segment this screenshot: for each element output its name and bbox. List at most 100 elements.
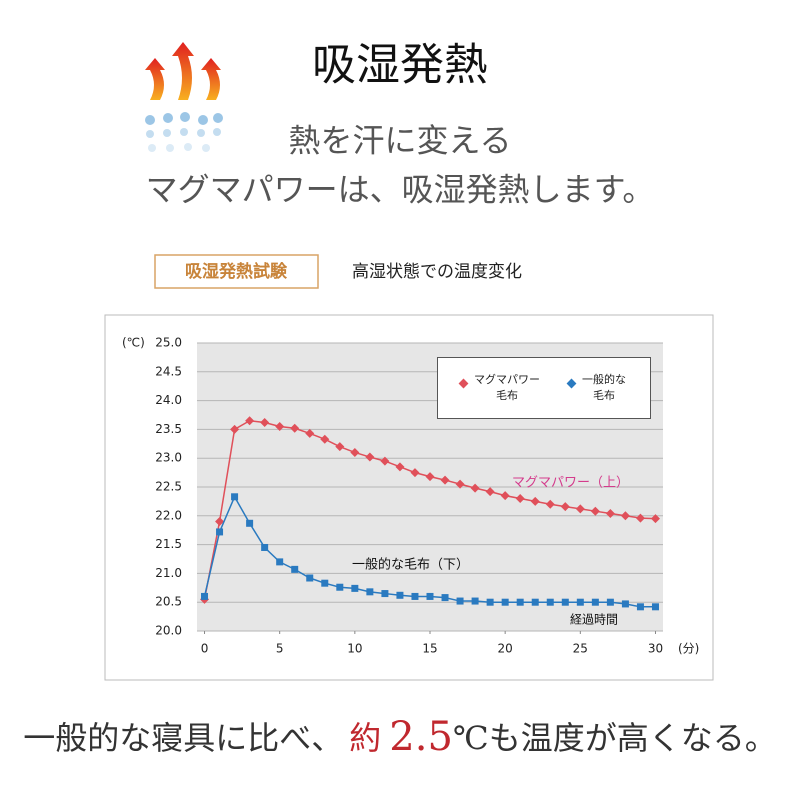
marker <box>546 598 554 606</box>
y-tick-label: 20.0 <box>155 624 182 638</box>
marker <box>201 592 209 600</box>
marker <box>515 494 525 504</box>
footer-text: 一般的な寝具に比べ、 <box>23 719 343 757</box>
marker <box>425 472 435 482</box>
x-tick-label: 0 <box>201 642 209 656</box>
footer-text: ℃も温度が高くなる。 <box>453 719 777 757</box>
marker <box>456 597 464 605</box>
marker <box>380 456 390 466</box>
x-tick-label: 10 <box>347 642 362 656</box>
marker <box>260 417 270 427</box>
marker <box>606 598 614 606</box>
y-tick-label: 21.0 <box>155 566 182 580</box>
marker <box>560 502 570 512</box>
marker <box>215 517 225 527</box>
marker <box>411 592 419 600</box>
marker <box>636 603 644 611</box>
x-tick-label: 5 <box>276 642 284 656</box>
marker <box>470 483 480 493</box>
marker <box>246 519 254 527</box>
y-tick-label: 22.0 <box>155 508 182 522</box>
marker <box>516 598 524 606</box>
subtitle: 熱を汗に変える <box>288 122 511 160</box>
marker <box>396 591 404 599</box>
badge: 吸湿発熱試験 <box>185 261 288 282</box>
y-tick-label: 21.5 <box>155 537 182 551</box>
y-tick-label: 24.5 <box>155 364 182 378</box>
marker <box>350 447 360 457</box>
footer: 一般的な寝具に比べ、約 2.5℃も温度が高くなる。 <box>23 714 776 760</box>
y-tick-label: 25.0 <box>155 336 182 350</box>
marker <box>261 543 269 551</box>
x-tick-label: 20 <box>498 642 513 656</box>
x-unit: (分) <box>678 642 699 656</box>
footer-text: 約 <box>349 719 381 757</box>
marker <box>471 597 479 605</box>
marker <box>410 468 420 478</box>
marker <box>305 428 315 438</box>
marker <box>621 600 629 608</box>
marker <box>275 422 285 432</box>
marker <box>561 598 569 606</box>
marker <box>590 506 600 516</box>
y-tick-label: 24.0 <box>155 393 182 407</box>
marker <box>531 598 539 606</box>
marker <box>455 479 465 489</box>
marker <box>351 584 359 592</box>
marker <box>290 423 300 433</box>
marker <box>440 475 450 485</box>
marker <box>336 583 344 591</box>
y-tick-label: 23.0 <box>155 451 182 465</box>
marker <box>320 434 330 444</box>
legend-swatch <box>566 378 577 389</box>
marker <box>426 592 434 600</box>
badge-box <box>154 254 319 289</box>
legend-label: 一般的な 毛布 <box>582 373 626 402</box>
marker <box>291 565 299 573</box>
marker <box>575 504 585 514</box>
y-tick-label: 20.5 <box>155 595 182 609</box>
annotation: 一般的な毛布（下） <box>352 557 469 573</box>
x-tick-label: 15 <box>422 642 437 656</box>
legend-label: マグマパワー 毛布 <box>474 373 540 402</box>
marker <box>651 603 659 611</box>
y-tick-label: 22.5 <box>155 480 182 494</box>
footer-number: 2.5 <box>389 714 453 760</box>
marker <box>276 558 284 566</box>
marker <box>485 487 495 497</box>
subtitle: マグマパワーは、吸湿発熱します。 <box>146 171 655 209</box>
marker <box>365 452 375 462</box>
marker <box>500 491 510 501</box>
marker <box>335 442 345 452</box>
x-tick-label: 25 <box>573 642 588 656</box>
marker <box>486 598 494 606</box>
marker <box>216 528 224 536</box>
marker <box>306 574 314 582</box>
y-tick-label: 23.5 <box>155 422 182 436</box>
x-tick-label: 30 <box>648 642 663 656</box>
icon <box>145 42 223 152</box>
marker <box>321 579 329 587</box>
marker <box>650 514 660 524</box>
marker <box>576 598 584 606</box>
marker <box>231 493 239 501</box>
marker <box>441 594 449 602</box>
marker <box>545 499 555 509</box>
title: 吸湿発熱 <box>312 40 488 91</box>
y-unit: (℃) <box>122 336 145 350</box>
marker <box>245 416 255 426</box>
legend-swatch <box>458 378 469 389</box>
x-title: 経過時間 <box>570 613 618 627</box>
marker <box>530 496 540 506</box>
caption: 高湿状態での温度変化 <box>352 262 522 282</box>
marker <box>366 588 374 596</box>
marker <box>381 590 389 598</box>
marker <box>230 424 240 434</box>
marker <box>395 462 405 472</box>
marker <box>605 508 615 518</box>
marker <box>620 511 630 521</box>
legend: マグマパワー 毛布 一般的な 毛布 <box>437 357 651 419</box>
marker <box>501 598 509 606</box>
